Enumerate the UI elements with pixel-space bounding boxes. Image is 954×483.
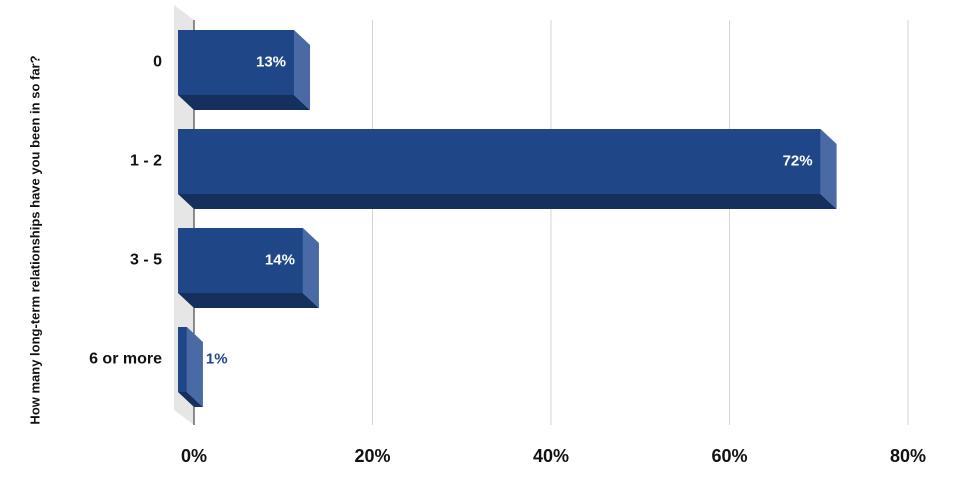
bar-side — [186, 327, 203, 407]
bar — [178, 30, 295, 95]
bar — [178, 129, 821, 194]
y-tick-label: 0 — [153, 54, 162, 71]
y-tick-label: 1 - 2 — [130, 153, 162, 170]
bar-side — [302, 228, 319, 308]
bar-bottom — [178, 194, 837, 209]
bar — [178, 228, 303, 293]
y-tick-label: 6 or more — [89, 351, 162, 368]
y-axis-label: How many long-term relationships have yo… — [27, 55, 42, 424]
bar-side — [294, 30, 311, 110]
bar — [178, 327, 187, 392]
bar-bottom — [178, 293, 319, 308]
x-tick-label: 80% — [890, 446, 926, 466]
bar-side — [820, 129, 837, 209]
bar-bottom — [178, 95, 311, 110]
x-tick-label: 40% — [533, 446, 569, 466]
bar-bottom — [178, 392, 203, 407]
value-label: 1% — [206, 350, 228, 367]
y-tick-label: 3 - 5 — [130, 252, 162, 269]
value-label: 72% — [783, 152, 813, 169]
x-tick-label: 20% — [354, 446, 390, 466]
axis-wall — [174, 5, 194, 425]
x-tick-label: 60% — [711, 446, 747, 466]
value-label: 14% — [265, 251, 295, 268]
x-tick-label: 0% — [181, 446, 207, 466]
value-label: 13% — [256, 53, 286, 70]
